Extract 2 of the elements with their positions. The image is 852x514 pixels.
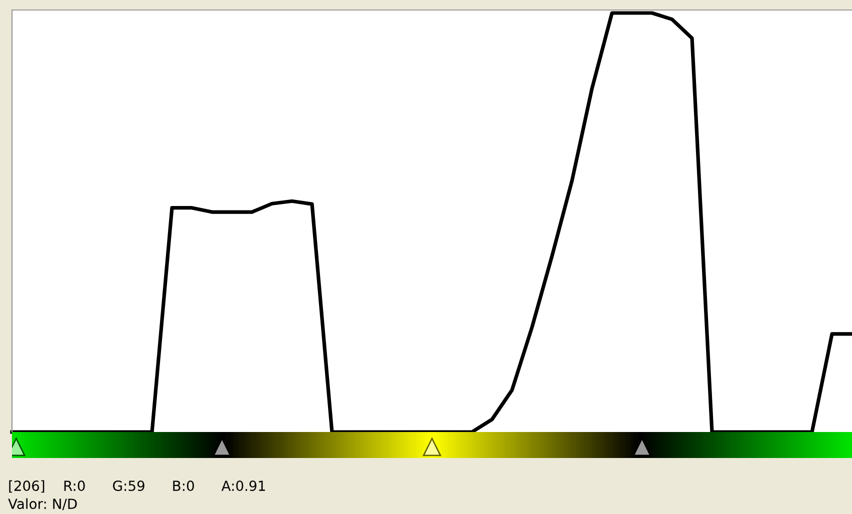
text: Valor: N/D <box>8 498 77 510</box>
text: [206] R:0 G:59 B:0 A:0.91 <box>9 480 265 493</box>
